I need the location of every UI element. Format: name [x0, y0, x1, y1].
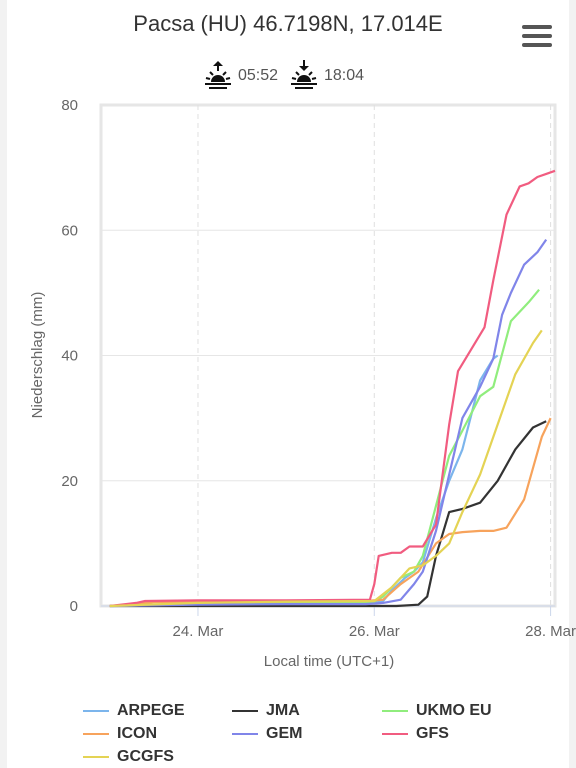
legend-swatch — [83, 733, 109, 735]
precipitation-chart: 0 20 40 60 80 24. Mar 26. Mar 28. Mar Local ti… — [29, 97, 576, 670]
sunrise-time: 05:52 — [238, 67, 279, 84]
sunset-time: 18:04 — [324, 67, 365, 84]
legend-label: GCGFS — [117, 748, 174, 765]
frame-right-edge — [569, 0, 576, 768]
chart-legend: ARPEGE JMA UKMO EU ICON GEM GFS GCGFS — [0, 700, 576, 768]
y-axis-ticks: 0 20 40 60 80 — [61, 97, 78, 615]
legend-swatch — [382, 733, 408, 735]
sun-times: 05:52 18:04 — [0, 60, 576, 92]
x-tick-label: 26. Mar — [349, 623, 400, 640]
legend-item-ukmo-eu[interactable]: UKMO EU — [382, 700, 492, 722]
y-tick-label: 80 — [61, 97, 78, 114]
x-axis-label: Local time (UTC+1) — [264, 653, 394, 670]
y-axis-label: Niederschlag (mm) — [29, 292, 46, 419]
y-tick-label: 40 — [61, 348, 78, 365]
legend-swatch — [83, 756, 109, 758]
legend-item-gfs[interactable]: GFS — [382, 723, 449, 745]
sunrise-icon — [205, 61, 231, 89]
series-line-icon — [109, 417, 552, 608]
chart-context-menu-button[interactable] — [522, 25, 552, 49]
series-line-gfs — [109, 169, 556, 608]
legend-label: GFS — [416, 725, 449, 742]
sunset: 18:04 — [288, 60, 364, 92]
y-tick-label: 0 — [70, 598, 78, 615]
chart-title: Pacsa (HU) 46.7198N, 17.014E — [133, 11, 443, 36]
legend-item-arpege[interactable]: ARPEGE — [83, 700, 185, 722]
sunset-icon — [291, 60, 317, 89]
hamburger-icon-bar — [522, 34, 552, 38]
series-line-gem — [109, 238, 548, 608]
y-tick-label: 20 — [61, 473, 78, 490]
frame-left-edge — [0, 0, 7, 768]
legend-label: UKMO EU — [416, 702, 492, 719]
series-line-ukmo-eu — [109, 288, 540, 608]
legend-item-icon[interactable]: ICON — [83, 723, 157, 745]
legend-label: ARPEGE — [117, 702, 185, 719]
hamburger-icon-bar — [522, 25, 552, 29]
hamburger-icon-bar — [522, 43, 552, 47]
legend-swatch — [232, 733, 258, 735]
legend-item-jma[interactable]: JMA — [232, 700, 300, 722]
x-axis-ticks: 24. Mar 26. Mar 28. Mar — [173, 623, 576, 640]
x-tick-label: 28. Mar — [525, 623, 576, 640]
legend-item-gem[interactable]: GEM — [232, 723, 302, 745]
legend-swatch — [232, 710, 258, 712]
y-tick-label: 60 — [61, 222, 78, 239]
series-line-gcgfs — [109, 329, 543, 608]
legend-label: JMA — [266, 702, 300, 719]
legend-swatch — [382, 710, 408, 712]
series-lines — [109, 169, 556, 608]
grid — [101, 105, 555, 616]
legend-swatch — [83, 710, 109, 712]
legend-label: ICON — [117, 725, 157, 742]
legend-label: GEM — [266, 725, 303, 742]
series-line-jma — [109, 420, 547, 608]
x-tick-label: 24. Mar — [173, 623, 224, 640]
sunrise: 05:52 — [202, 60, 278, 92]
legend-item-gcgfs[interactable]: GCGFS — [83, 746, 174, 768]
